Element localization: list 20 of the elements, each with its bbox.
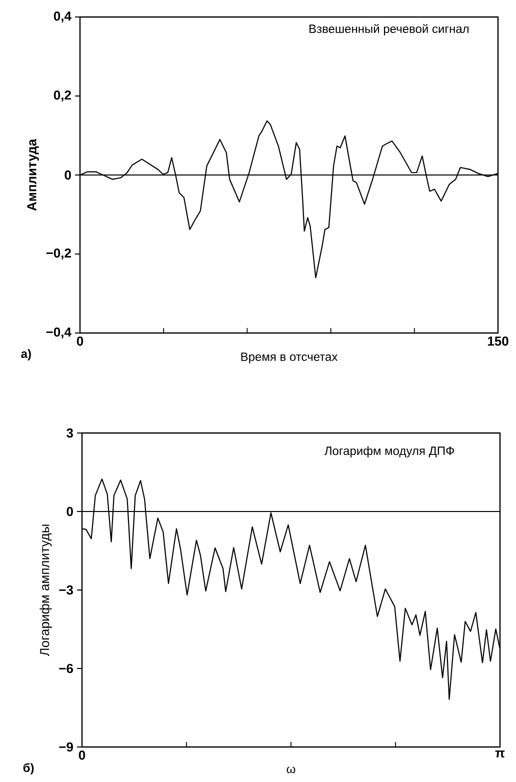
- y-tick-label: 3: [66, 428, 73, 438]
- y-tick-label: −9: [59, 742, 73, 752]
- x-axis-title: ω: [286, 766, 296, 774]
- text: а): [21, 349, 31, 360]
- y-tick-label: −6: [59, 664, 73, 674]
- text: Логарифм модуля ДПФ: [324, 446, 454, 458]
- y-tick-label: 0,4: [54, 11, 72, 23]
- text: Взвешенный речевой сигнал: [310, 24, 469, 36]
- y-tick-label: −0,4: [46, 327, 72, 339]
- y-tick-label: 0: [64, 170, 71, 180]
- y-tick-label: 0: [66, 506, 73, 516]
- x-tick-label: 150: [488, 336, 508, 346]
- y-tick-label: −0,2: [46, 248, 71, 260]
- text: б): [23, 763, 34, 774]
- y-tick-label: 0,2: [54, 90, 71, 102]
- y-tick-label: −3: [59, 585, 73, 595]
- y-axis-title: Амплитуда: [27, 138, 39, 211]
- y-axis-title: Логарифм амплитуды: [40, 524, 52, 656]
- x-tick-label: π: [495, 750, 505, 758]
- x-axis-title: Время в отсчетах: [241, 352, 338, 364]
